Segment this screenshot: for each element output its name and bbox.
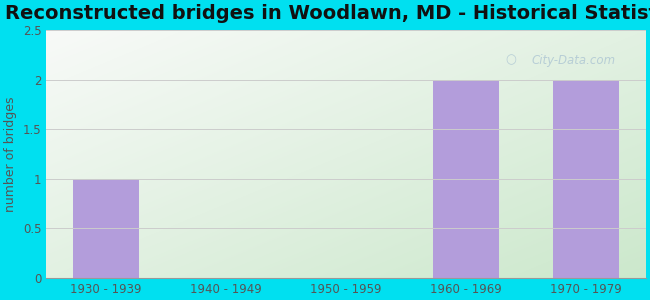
Bar: [433, 80, 499, 278]
Bar: [73, 179, 139, 278]
Title: Reconstructed bridges in Woodlawn, MD - Historical Statistics: Reconstructed bridges in Woodlawn, MD - …: [5, 4, 650, 23]
Y-axis label: number of bridges: number of bridges: [4, 96, 17, 212]
Text: City-Data.com: City-Data.com: [532, 53, 616, 67]
Text: ○: ○: [506, 53, 516, 67]
Bar: [553, 80, 619, 278]
